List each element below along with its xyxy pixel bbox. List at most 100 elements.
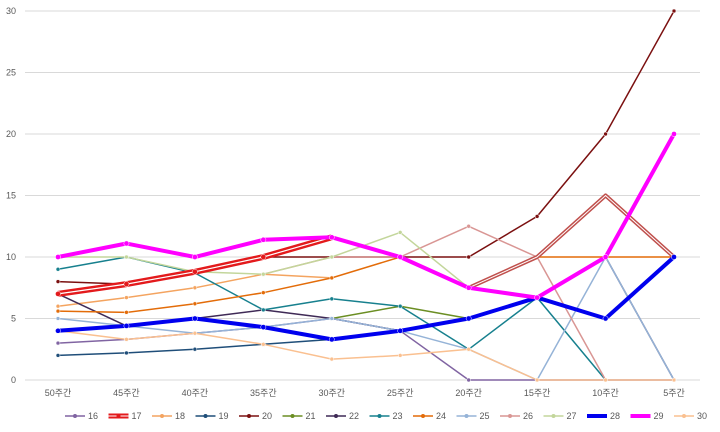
- series-line: [57, 133, 676, 300]
- data-point: [329, 356, 335, 362]
- data-point: [123, 281, 130, 287]
- x-tick-label: 25주간: [387, 388, 414, 398]
- legend-item-25: 25: [456, 411, 490, 421]
- data-point: [55, 279, 61, 284]
- data-point: [261, 290, 266, 295]
- data-point: [397, 254, 404, 260]
- legend-label: 17: [132, 411, 142, 421]
- data-point: [397, 327, 404, 334]
- data-point: [602, 315, 609, 322]
- data-point: [123, 323, 130, 329]
- legend-marker: [595, 414, 599, 418]
- data-point: [671, 8, 677, 14]
- data-point: [261, 342, 266, 347]
- x-tick-label: 50주간: [45, 388, 72, 398]
- y-tick-label: 25: [6, 68, 16, 78]
- legend-label: 28: [610, 411, 620, 421]
- axis-layer: 0 5 10 15 20 25 30 50주간 45주간 40주간 35주간 30주간 25주간 20주간…: [6, 6, 685, 398]
- legend-item-17: 17: [108, 411, 142, 421]
- data-point: [55, 316, 61, 321]
- series-layer: [55, 8, 677, 383]
- legend-label: 29: [654, 411, 664, 421]
- data-point: [465, 315, 472, 322]
- data-point: [55, 291, 61, 297]
- x-tick-label: 35주간: [250, 388, 277, 398]
- data-point: [124, 337, 129, 342]
- data-point: [397, 353, 403, 358]
- legend-marker: [290, 414, 295, 418]
- series-line: [57, 256, 674, 314]
- y-tick-label: 15: [6, 191, 16, 201]
- data-point: [192, 268, 198, 275]
- x-tick-label: 20주간: [455, 388, 482, 398]
- data-point: [329, 254, 335, 260]
- data-point: [328, 336, 335, 343]
- legend-item-21: 21: [282, 411, 316, 421]
- legend-label: 16: [88, 411, 98, 421]
- legend-item-24: 24: [413, 411, 446, 421]
- data-point: [55, 353, 61, 358]
- x-tick-label: 15주간: [524, 388, 551, 398]
- legend-label: 27: [567, 411, 577, 421]
- x-tick-label: 45주간: [113, 388, 140, 398]
- data-point: [534, 294, 540, 301]
- legend-item-16: 16: [65, 411, 98, 421]
- data-point: [465, 284, 472, 291]
- y-tick-label: 30: [6, 6, 16, 16]
- series-29: [55, 131, 677, 301]
- legend-label: 24: [436, 411, 446, 421]
- legend-item-27: 27: [543, 411, 577, 421]
- legend-marker: [160, 414, 164, 418]
- data-point: [124, 350, 129, 356]
- data-point: [192, 301, 198, 306]
- legend-item-28: 28: [587, 411, 620, 421]
- series-27: [55, 193, 677, 290]
- data-point: [55, 327, 61, 334]
- data-point: [260, 254, 267, 260]
- legend-marker: [551, 414, 556, 418]
- legend-label: 20: [262, 411, 272, 421]
- legend-marker: [203, 414, 208, 418]
- series-line: [57, 330, 674, 381]
- x-tick-label: 10주간: [592, 388, 619, 398]
- series-line: [57, 255, 676, 342]
- legend-label: 23: [393, 411, 403, 421]
- data-point: [260, 236, 267, 243]
- data-point: [55, 303, 61, 309]
- x-tick-label: 30주간: [318, 388, 345, 398]
- legend-marker: [334, 414, 338, 418]
- legend-item-26: 26: [500, 411, 533, 421]
- legend-label: 30: [697, 411, 707, 421]
- data-point: [603, 377, 608, 383]
- data-point: [671, 377, 677, 383]
- legend-marker: [682, 414, 686, 418]
- legend: 16 17 18 19 20 21 22 23 24 25 26 27 28 29 30: [65, 411, 707, 421]
- legend-marker: [73, 414, 77, 418]
- y-tick-label: 5: [11, 314, 16, 324]
- legend-item-22: 22: [326, 411, 359, 421]
- data-point: [534, 377, 540, 383]
- data-point: [55, 254, 61, 260]
- overlay-line-inner: [468, 194, 675, 289]
- series-line-outer: [57, 234, 333, 297]
- data-point: [261, 271, 266, 277]
- y-tick-label: 10: [6, 252, 16, 262]
- overlay-series: [467, 193, 676, 290]
- data-point: [397, 303, 403, 309]
- legend-label: 19: [219, 411, 229, 421]
- data-point: [466, 377, 471, 383]
- legend-label: 26: [523, 411, 533, 421]
- data-point: [192, 347, 198, 352]
- legend-label: 21: [306, 411, 316, 421]
- data-point: [124, 295, 129, 300]
- data-point: [192, 331, 198, 336]
- data-point: [192, 285, 198, 290]
- data-point: [55, 308, 61, 314]
- data-point: [534, 214, 540, 219]
- legend-marker: [247, 414, 251, 418]
- legend-item-19: 19: [195, 411, 229, 421]
- legend-label: 18: [175, 411, 185, 421]
- y-tick-label: 0: [11, 375, 16, 385]
- legend-marker: [116, 414, 121, 418]
